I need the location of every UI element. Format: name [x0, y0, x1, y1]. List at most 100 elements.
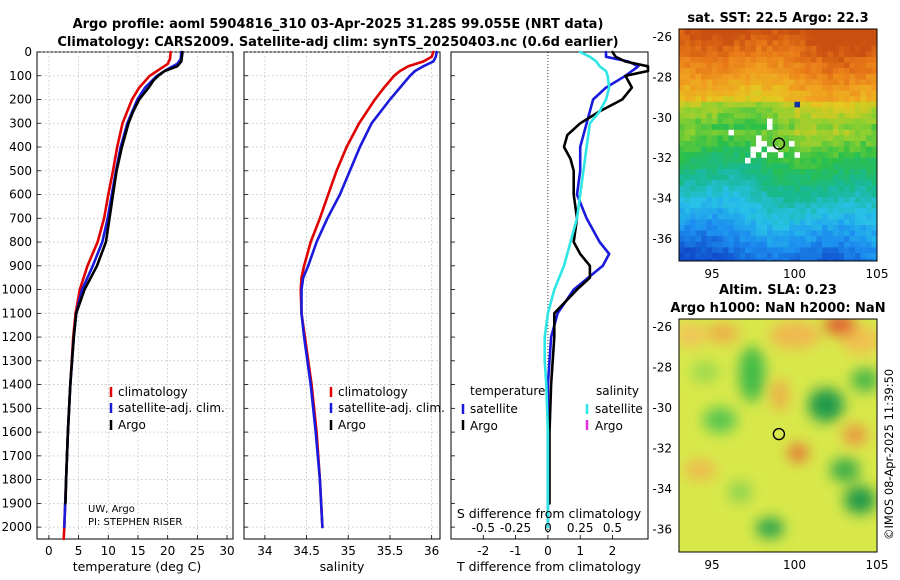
sst-cell: [745, 258, 751, 261]
sla-features: [679, 319, 877, 538]
sst-cell: [849, 230, 856, 237]
sst-cell: [761, 208, 768, 215]
sst-argo-location-marker: [772, 137, 786, 150]
sst-cell: [756, 174, 762, 181]
sst-cell: [745, 174, 751, 181]
sst-cell: [701, 73, 707, 80]
legend-salinity-title: salinity: [596, 384, 639, 398]
sst-cell: [734, 141, 740, 147]
sst-cell: [822, 157, 828, 164]
sst-cell: [728, 241, 735, 248]
legend-s-argo: Argo: [595, 419, 623, 433]
sst-cell: [684, 141, 691, 147]
sst-cell: [866, 118, 872, 125]
sst-cell: [745, 241, 751, 248]
sst-cell: [866, 68, 872, 75]
sst-cell: [844, 146, 850, 153]
sst-cell: [723, 191, 729, 198]
sst-cell: [789, 79, 795, 86]
sst-cell: [739, 202, 746, 209]
sst-cell: [827, 57, 834, 63]
sst-cell: [800, 141, 806, 147]
difference-axes-frame: [450, 51, 649, 540]
sst-cell: [838, 169, 845, 175]
sst-cell: [800, 79, 806, 86]
sst-cell: [805, 208, 812, 215]
sst-cell: [838, 73, 845, 80]
sst-cell: [756, 253, 762, 259]
sst-cell: [860, 118, 867, 125]
sst-cell: [871, 129, 877, 136]
sst-cell: [855, 258, 861, 261]
sst-cell: [860, 107, 867, 114]
sst-cell: [805, 45, 812, 52]
sst-cell: [706, 174, 713, 181]
sst-cell: [871, 40, 877, 47]
sst-cell: [789, 152, 795, 159]
sla-low-blob: [830, 458, 860, 482]
y-tick-label: 1300: [1, 354, 32, 368]
sst-cell: [723, 68, 729, 75]
sst-cell: [701, 253, 707, 259]
legend-s-satellite: satellite: [595, 402, 643, 416]
sst-cell: [794, 90, 801, 97]
sst-cell: [778, 258, 784, 261]
sst-cell: [712, 202, 718, 209]
sst-cell: [761, 225, 768, 231]
x-tick-label: 34.5: [293, 544, 320, 558]
sst-cell: [739, 152, 746, 159]
sst-cell: [701, 34, 707, 41]
sla-high-blob: [684, 460, 716, 480]
sst-cell: [844, 62, 850, 69]
sst-cell: [794, 230, 801, 237]
sst-cell: [816, 62, 823, 69]
sst-cell: [849, 34, 856, 41]
sst-cell: [717, 225, 724, 231]
sst-cell: [750, 113, 757, 119]
sst-cell: [712, 169, 718, 175]
sst-cell: [745, 208, 751, 215]
sst-cell: [805, 107, 812, 114]
sst-cell: [761, 129, 768, 136]
sst-cell: [684, 230, 691, 237]
sst-cell: [767, 29, 773, 35]
sst-cell: [690, 174, 696, 181]
sst-cell: [679, 29, 685, 35]
sst-cell: [805, 68, 812, 75]
sst-cell: [827, 208, 834, 215]
sst-cell: [739, 219, 746, 226]
sst-cell: [767, 202, 773, 209]
sst-cell: [866, 51, 872, 58]
sst-cell: [750, 96, 757, 103]
sst-cell: [728, 146, 735, 153]
sst-cell: [833, 107, 839, 114]
sst-cell: [690, 191, 696, 198]
sst-cell: [849, 90, 856, 97]
sst-cell: [772, 253, 779, 259]
sst-cell: [679, 258, 685, 261]
sst-cell: [695, 45, 702, 52]
sst-cell: [690, 40, 696, 47]
sst-cell: [822, 236, 828, 243]
sst-cell: [706, 68, 713, 75]
sst-cell: [701, 180, 707, 187]
sst-cell: [684, 208, 691, 215]
sst-cell: [816, 230, 823, 237]
sst-cell: [756, 185, 762, 192]
sst-cell: [805, 34, 812, 41]
x-tick-label: 0: [45, 544, 53, 558]
sst-cell: [706, 45, 713, 52]
sst-cell: [827, 157, 834, 164]
sst-cell: [712, 62, 718, 69]
sst-cell: [783, 45, 790, 52]
sst-cell: [778, 101, 784, 108]
sst-cell: [750, 185, 757, 192]
sst-cell: [679, 101, 685, 108]
sst-cell: [684, 236, 691, 243]
sst-cell: [838, 118, 845, 125]
sst-cell: [701, 230, 707, 237]
sst-cell: [849, 40, 856, 47]
sst-cell: [712, 163, 718, 170]
sst-cell: [783, 51, 790, 58]
sst-cell: [811, 157, 817, 164]
